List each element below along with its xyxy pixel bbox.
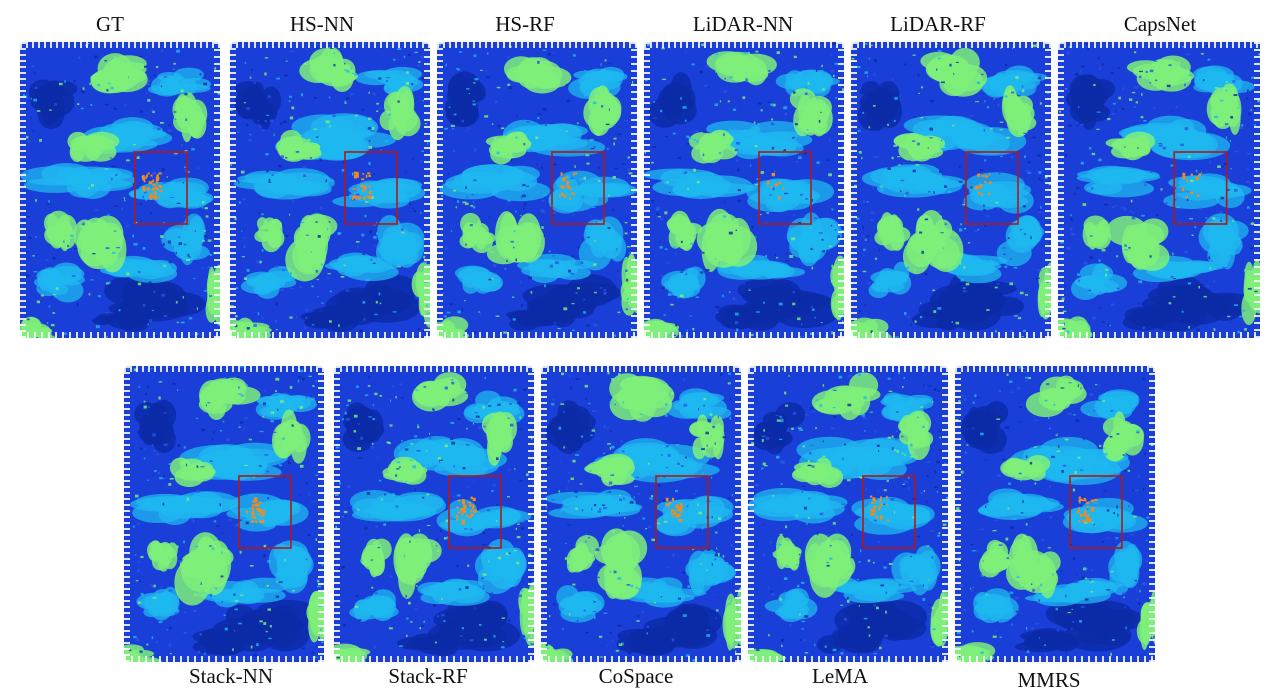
classification-map-mmrs (955, 366, 1155, 662)
classification-map-stack-rf (334, 366, 534, 662)
map-texture (955, 366, 1155, 662)
classification-map-gt (20, 42, 220, 338)
classification-map-capsnet (1058, 42, 1260, 338)
map-texture (20, 42, 220, 338)
classification-map-lidar-nn (644, 42, 844, 338)
map-texture (1058, 42, 1260, 338)
map-texture (437, 42, 637, 338)
classification-map-hs-rf (437, 42, 637, 338)
map-texture (230, 42, 430, 338)
panel-label-hs-rf: HS-RF (495, 12, 555, 36)
panel-label-gt: GT (96, 12, 124, 36)
panel-label-cospace: CoSpace (598, 664, 674, 688)
classification-map-hs-nn (230, 42, 430, 338)
panel-label-lidar-rf: LiDAR-RF (890, 12, 986, 36)
panel-label-capsnet: CapsNet (1123, 12, 1197, 36)
panel-label-stack-nn: Stack-NN (189, 664, 273, 688)
map-texture (334, 366, 534, 662)
panel-label-hs-nn: HS-NN (289, 12, 355, 36)
map-texture (541, 366, 741, 662)
panel-label-stack-rf: Stack-RF (388, 664, 468, 688)
panel-label-mmrs: MMRS (1017, 668, 1081, 692)
classification-map-stack-nn (124, 366, 324, 662)
classification-map-cospace (541, 366, 741, 662)
classification-map-lema (748, 366, 948, 662)
map-texture (644, 42, 844, 338)
map-texture (748, 366, 948, 662)
panel-label-lidar-nn: LiDAR-NN (692, 12, 794, 36)
map-texture (124, 366, 324, 662)
map-texture (851, 42, 1051, 338)
classification-map-lidar-rf (851, 42, 1051, 338)
panel-label-lema: LeMA (812, 664, 868, 688)
